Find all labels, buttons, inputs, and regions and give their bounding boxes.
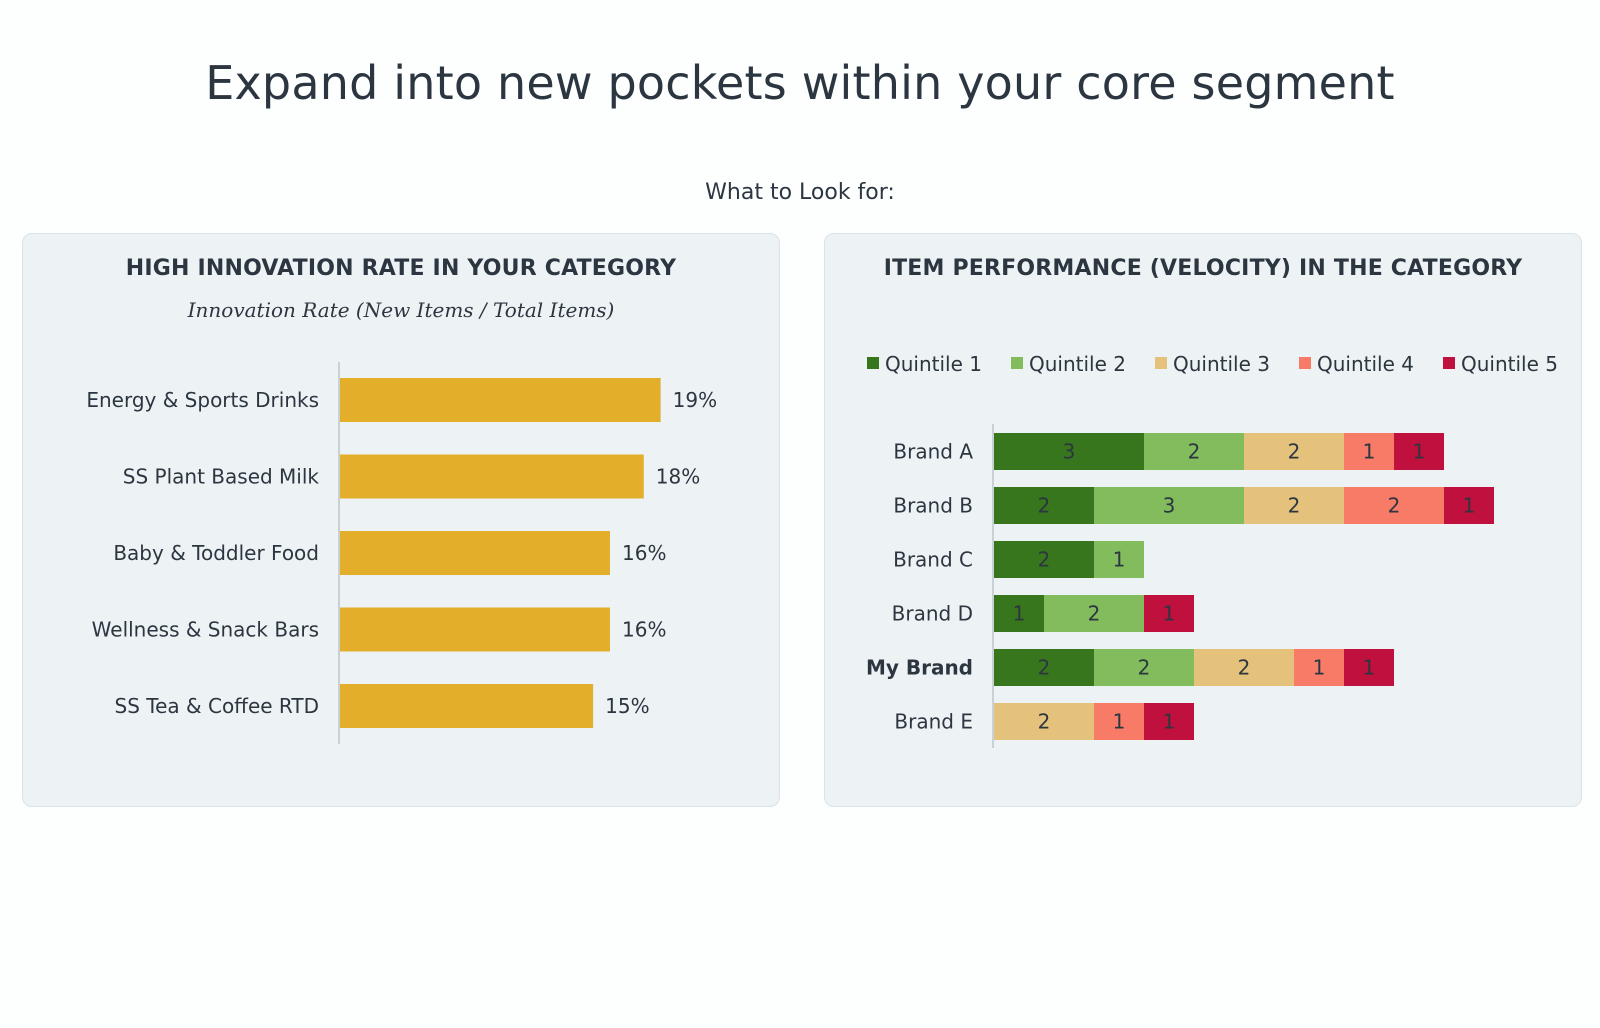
segment-label: 2 (1288, 440, 1301, 464)
highlight-category-label: My Brand (866, 656, 973, 680)
legend-swatch (867, 357, 879, 369)
page-title: Expand into new pockets within your core… (205, 56, 1395, 110)
category-label: SS Plant Based Milk (123, 465, 320, 489)
stacked-segment (994, 703, 1094, 740)
legend-swatch (1443, 357, 1455, 369)
innovation-rate-chart: Energy & Sports Drinks 19% SS Plant Based … (86, 362, 717, 744)
stacked-segment (1244, 433, 1344, 470)
innovation-chart-title: HIGH INNOVATION RATE IN YOUR CATEGORY (125, 256, 677, 281)
legend-label: Quintile 2 (1029, 352, 1126, 376)
category-label: Brand D (892, 602, 973, 626)
category-label: Baby & Toddler Food (113, 541, 319, 565)
innovation-bar (340, 378, 661, 422)
legend-swatch (1155, 357, 1167, 369)
category-label: Brand A (893, 440, 973, 464)
stacked-segment (1094, 649, 1194, 686)
segment-label: 1 (1163, 602, 1176, 626)
segment-label: 2 (1238, 656, 1251, 680)
legend-label: Quintile 1 (885, 352, 982, 376)
stacked-segment (994, 433, 1144, 470)
innovation-bar (340, 454, 644, 499)
segment-label: 2 (1038, 548, 1051, 572)
segment-label: 1 (1363, 656, 1376, 680)
legend-label: Quintile 4 (1317, 352, 1414, 376)
segment-label: 2 (1288, 494, 1301, 518)
segment-label: 3 (1163, 494, 1176, 518)
segment-label: 2 (1388, 494, 1401, 518)
stacked-segment (1244, 487, 1344, 524)
innovation-bar (340, 684, 594, 728)
segment-label: 2 (1038, 710, 1051, 734)
innovation-bar (340, 531, 610, 575)
legend-swatch (1299, 357, 1311, 369)
category-label: Brand B (893, 494, 973, 518)
stacked-segment (1094, 487, 1244, 524)
legend-label: Quintile 5 (1461, 352, 1558, 376)
segment-label: 1 (1113, 548, 1126, 572)
segment-label: 1 (1163, 710, 1176, 734)
segment-label: 1 (1363, 440, 1376, 464)
innovation-chart-subtitle: Innovation Rate (New Items / Total Items… (187, 298, 615, 322)
segment-label: 2 (1088, 602, 1101, 626)
legend-swatch (1011, 357, 1023, 369)
stacked-segment (994, 487, 1094, 524)
category-label: Brand E (894, 710, 973, 734)
stacked-segment (1194, 649, 1294, 686)
category-label: Energy & Sports Drinks (86, 388, 319, 412)
stacked-segment (1294, 649, 1344, 686)
category-label: Brand C (893, 548, 973, 572)
stacked-segment (994, 541, 1094, 578)
segment-label: 1 (1013, 602, 1026, 626)
data-label: 18% (656, 465, 700, 489)
stacked-segment (1044, 595, 1144, 632)
data-label: 19% (673, 388, 717, 412)
category-label: Wellness & Snack Bars (92, 618, 319, 642)
segment-label: 2 (1038, 656, 1051, 680)
segment-label: 1 (1113, 710, 1126, 734)
stacked-segment (994, 649, 1094, 686)
item-performance-chart: Quintile 1 Quintile 2 Quintile 3 Quintile 4… (866, 352, 1558, 748)
stacked-segment (994, 595, 1044, 632)
category-label: SS Tea & Coffee RTD (115, 694, 319, 718)
stacked-segment (1094, 541, 1144, 578)
segment-label: 2 (1038, 494, 1051, 518)
data-label: 16% (622, 541, 666, 565)
stacked-segment (1344, 433, 1394, 470)
segment-label: 1 (1463, 494, 1476, 518)
stacked-segment (1394, 433, 1444, 470)
data-label: 16% (622, 618, 666, 642)
stacked-segment (1344, 487, 1444, 524)
segment-label: 3 (1063, 440, 1076, 464)
item-performance-panel: ITEM PERFORMANCE (VELOCITY) IN THE CATEG… (824, 233, 1582, 807)
segment-label: 1 (1413, 440, 1426, 464)
innovation-bar (340, 607, 610, 652)
stacked-segment (1094, 703, 1144, 740)
performance-chart-title: ITEM PERFORMANCE (VELOCITY) IN THE CATEG… (883, 256, 1523, 281)
stacked-segment (1144, 595, 1194, 632)
page-subtitle: What to Look for: (705, 180, 895, 205)
data-label: 15% (605, 694, 649, 718)
stacked-segment (1144, 703, 1194, 740)
segment-label: 2 (1138, 656, 1151, 680)
stacked-segment (1444, 487, 1494, 524)
innovation-rate-panel: HIGH INNOVATION RATE IN YOUR CATEGORY In… (22, 233, 780, 807)
stacked-segment (1144, 433, 1244, 470)
segment-label: 1 (1313, 656, 1326, 680)
segment-label: 2 (1188, 440, 1201, 464)
stacked-segment (1344, 649, 1394, 686)
legend-label: Quintile 3 (1173, 352, 1270, 376)
